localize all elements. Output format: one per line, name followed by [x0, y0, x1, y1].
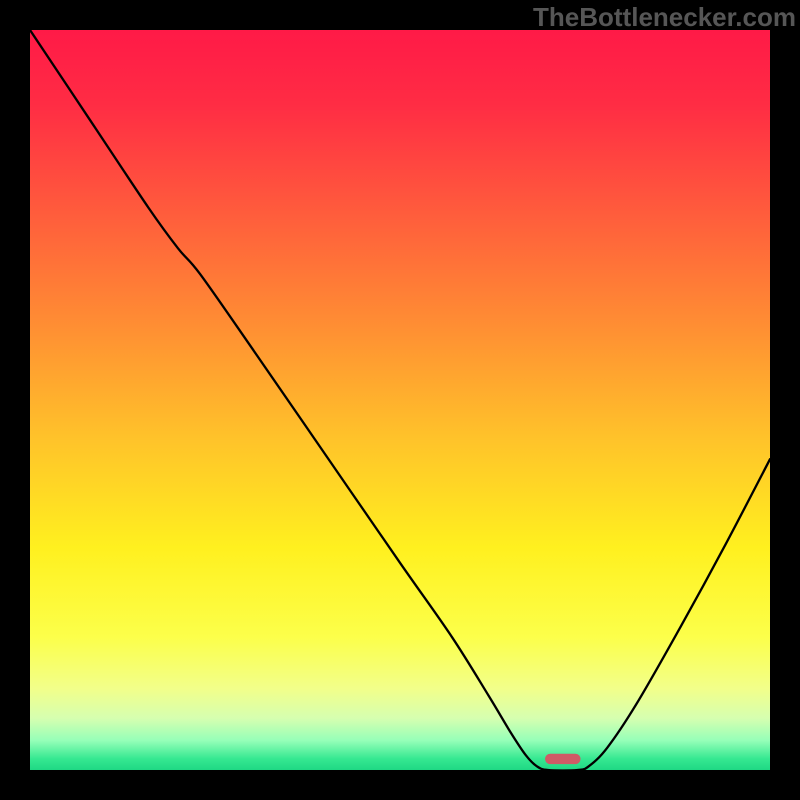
plot-area [30, 30, 770, 770]
chart-container: TheBottlenecker.com [0, 0, 800, 800]
plot-svg [30, 30, 770, 770]
gradient-background [30, 30, 770, 770]
optimal-marker [545, 754, 581, 764]
watermark-text: TheBottlenecker.com [533, 2, 796, 33]
